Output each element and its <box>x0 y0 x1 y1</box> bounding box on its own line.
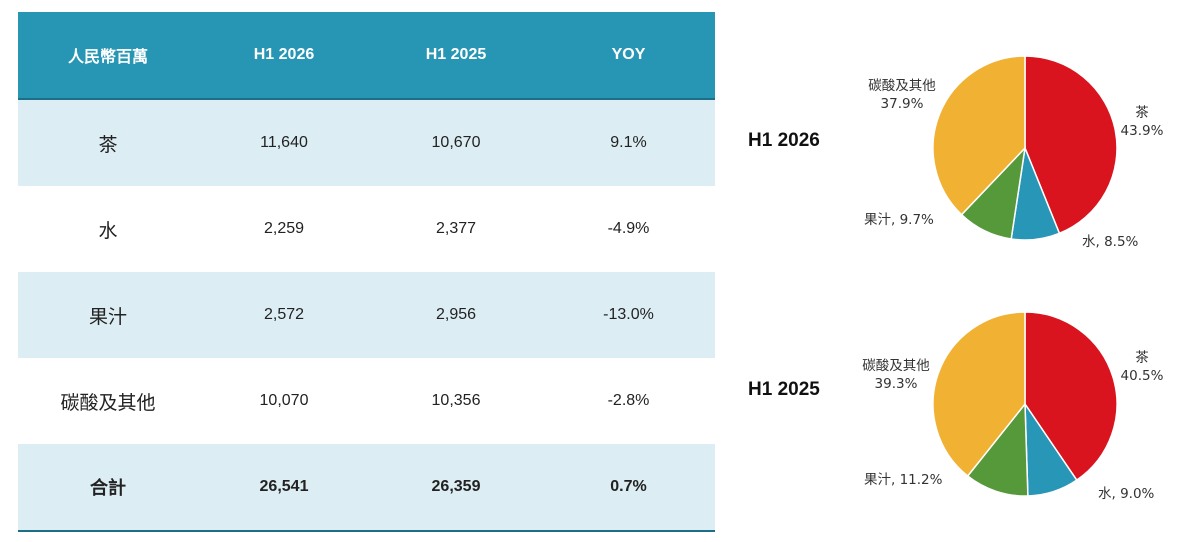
pie-title-h1-2026: H1 2026 <box>748 130 820 151</box>
table-row: 碳酸及其他 10,070 10,356 -2.8% <box>18 358 715 444</box>
pie-slice-3 <box>966 401 1029 497</box>
row-h1-2025: 10,356 <box>431 392 481 409</box>
table-header-row: 人民幣百萬 H1 2026 H1 2025 YOY <box>18 12 715 100</box>
total-h1-2025: 26,359 <box>431 478 481 495</box>
pie-slice-4 <box>932 55 1026 216</box>
pie-value-label: 43.9% <box>1121 123 1164 139</box>
total-h1-2026: 26,541 <box>259 478 309 495</box>
revenue-table: 人民幣百萬 H1 2026 H1 2025 YOY 茶 11,640 10,67… <box>18 12 715 532</box>
pie-value-label: 37.9% <box>881 96 924 112</box>
row-yoy: 9.1% <box>610 134 647 151</box>
pie-chart-h1-2026: 茶 43.9% 水, 8.5% 果汁, 9.7% 碳酸及其他 37.9% <box>864 55 1164 250</box>
table-total-row: 合計 26,541 26,359 0.7% <box>18 444 715 532</box>
pie-value-label: 40.5% <box>1121 368 1164 384</box>
row-yoy: -2.8% <box>607 392 650 409</box>
row-yoy: -4.9% <box>607 220 650 237</box>
header-h1-2025: H1 2025 <box>425 46 487 63</box>
table-row: 水 2,259 2,377 -4.9% <box>18 186 715 272</box>
total-label: 合計 <box>90 478 126 498</box>
row-h1-2025: 10,670 <box>431 134 481 151</box>
pie-chart-h1-2025: 茶 40.5% 水, 9.0% 果汁, 11.2% 碳酸及其他 39.3% <box>862 311 1164 502</box>
table-row: 茶 11,640 10,670 9.1% <box>18 100 715 186</box>
pie-data-label: 果汁, 9.7% <box>864 212 934 228</box>
row-h1-2026: 2,259 <box>263 220 305 237</box>
header-yoy: YOY <box>611 46 646 63</box>
table-row: 果汁 2,572 2,956 -13.0% <box>18 272 715 358</box>
total-yoy: 0.7% <box>610 478 647 495</box>
pie-category-label: 碳酸及其他 <box>862 358 930 374</box>
row-label: 碳酸及其他 <box>60 392 156 414</box>
row-h1-2025: 2,956 <box>435 306 477 323</box>
row-h1-2026: 11,640 <box>260 134 308 151</box>
pie-data-label: 水, 9.0% <box>1098 486 1155 502</box>
header-h1-2026: H1 2026 <box>253 46 315 63</box>
pie-slice-1 <box>1024 55 1118 235</box>
pie-data-label: 果汁, 11.2% <box>864 472 943 488</box>
row-label: 茶 <box>98 134 118 156</box>
pie-title-h1-2025: H1 2025 <box>748 379 820 400</box>
pie-slice-4 <box>932 311 1026 478</box>
header-unit: 人民幣百萬 <box>67 49 148 66</box>
pie-category-label: 碳酸及其他 <box>868 78 936 94</box>
row-label: 水 <box>98 220 118 242</box>
pie-slice-1 <box>1024 311 1118 482</box>
pie-data-label: 水, 8.5% <box>1082 234 1139 250</box>
pie-value-label: 39.3% <box>875 376 918 392</box>
row-label: 果汁 <box>88 306 127 328</box>
row-h1-2026: 2,572 <box>263 306 305 323</box>
row-h1-2026: 10,070 <box>259 392 309 409</box>
pie-category-label: 茶 <box>1135 105 1149 121</box>
row-yoy: -13.0% <box>603 306 654 323</box>
pie-category-label: 茶 <box>1135 350 1149 366</box>
row-h1-2025: 2,377 <box>435 220 477 237</box>
